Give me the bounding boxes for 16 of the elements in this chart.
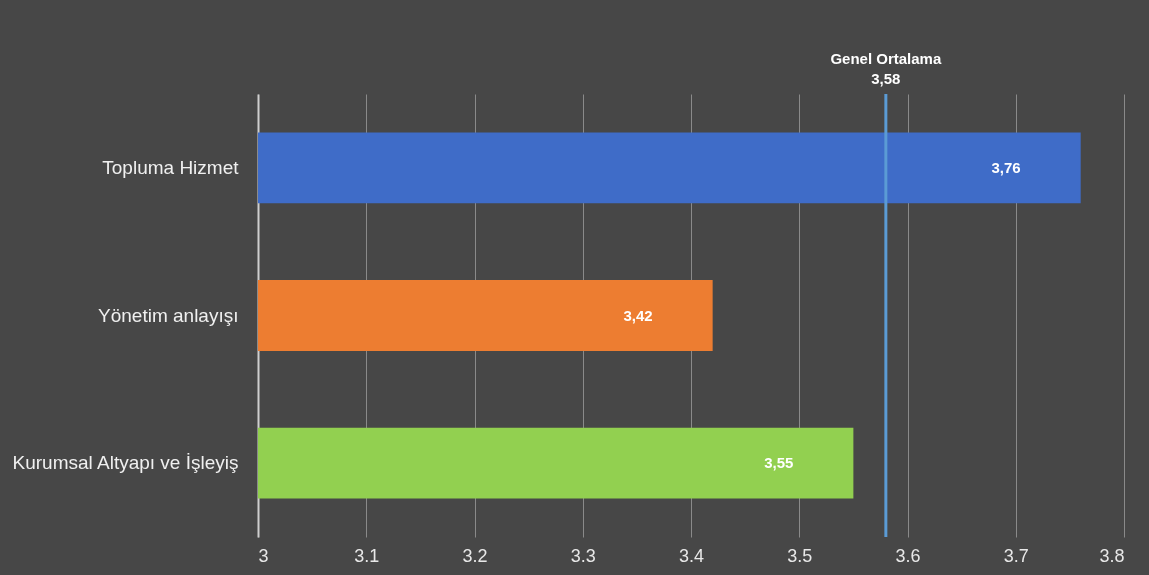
x-tick-label: 3.5 xyxy=(787,545,813,566)
x-tick-label: 3.7 xyxy=(1003,545,1029,566)
x-tick-label: 3.4 xyxy=(678,545,705,566)
x-tick-label: 3 xyxy=(258,545,269,566)
x-tick-label: 3.3 xyxy=(570,545,596,566)
data-label: 3,76 xyxy=(991,158,1021,176)
data-label: 3,42 xyxy=(623,306,653,324)
x-tick-label: 3.8 xyxy=(1099,545,1125,566)
x-tick-label: 3.6 xyxy=(895,545,921,566)
y-tick-label: Yönetim anlayışı xyxy=(98,304,239,326)
ref-line-label: Genel Ortalama 3,58 xyxy=(830,50,942,87)
y-tick-label: Topluma Hizmet xyxy=(102,156,240,178)
y-tick-label: Kurumsal Altyapı ve İşleyiş xyxy=(12,452,239,474)
x-tick-label: 3.1 xyxy=(354,545,380,566)
x-tick-label: 3.2 xyxy=(462,545,488,566)
data-label: 3,55 xyxy=(764,454,794,472)
